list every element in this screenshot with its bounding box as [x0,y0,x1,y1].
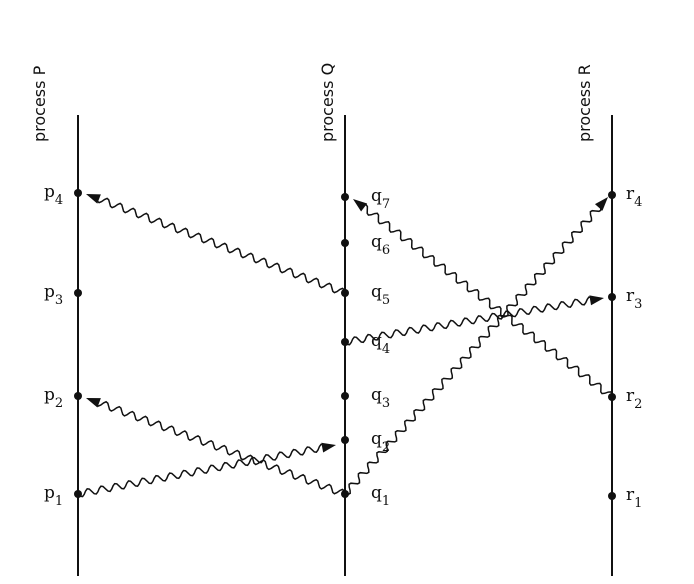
event-name: p [44,282,55,302]
event-label: p4 [44,182,63,208]
event-index: 6 [382,243,390,258]
event-label: r2 [626,386,642,412]
event-index: 2 [382,440,390,455]
event-label: q7 [371,186,390,212]
message-arrow [344,203,602,496]
event-dot [74,189,82,197]
event-index: 1 [382,494,390,509]
event-index: 3 [634,297,642,312]
event-name: q [371,331,382,351]
event-dot [341,193,349,201]
event-dot [341,239,349,247]
event-dot [341,436,349,444]
event-name: q [371,186,382,206]
event-dot [74,392,82,400]
message-arrow [344,296,594,346]
event-name: r [626,184,635,204]
arrow-head [594,197,608,211]
arrow-head [86,194,101,204]
event-label: p2 [44,385,63,411]
event-index: 1 [634,496,642,511]
event-index: 3 [55,293,63,308]
event-name: r [626,386,635,406]
event-index: 4 [382,342,390,357]
event-label: q4 [371,331,390,357]
message-arrow [77,443,327,498]
event-index: 4 [55,193,63,208]
event-label: q6 [371,232,390,258]
event-label: r1 [626,485,642,511]
event-label: r4 [626,184,642,210]
arrow-head [589,295,604,306]
process-label: process P [30,65,49,142]
event-name: q [371,232,382,252]
event-label: q5 [371,282,390,308]
event-index: 2 [55,396,63,411]
event-label: q2 [371,429,390,455]
event-dot [608,492,616,500]
process-label: process Q [318,63,337,142]
event-index: 2 [634,397,642,412]
message-arrow [95,197,346,294]
event-name: q [371,385,382,405]
event-index: 1 [55,494,63,509]
arrow-head [353,199,368,212]
event-dot [74,289,82,297]
event-index: 3 [382,396,390,411]
event-name: p [44,182,55,202]
event-dot [341,392,349,400]
event-index: 4 [634,195,642,210]
event-name: q [371,483,382,503]
event-name: r [626,485,635,505]
event-name: p [44,483,55,503]
event-index: 5 [382,293,390,308]
event-name: q [371,429,382,449]
event-label: p1 [44,483,63,509]
process-label: process R [575,64,594,142]
event-dot [608,191,616,199]
arrow-head [86,398,101,408]
event-label: q3 [371,385,390,411]
message-arrow [359,204,613,398]
event-index: 7 [382,197,390,212]
arrow-head [321,442,336,453]
event-label: r3 [626,286,642,312]
event-name: p [44,385,55,405]
event-label: q1 [371,483,390,509]
event-label: p3 [44,282,63,308]
event-name: r [626,286,635,306]
message-arrow [94,400,346,495]
event-dot [608,293,616,301]
event-name: q [371,282,382,302]
